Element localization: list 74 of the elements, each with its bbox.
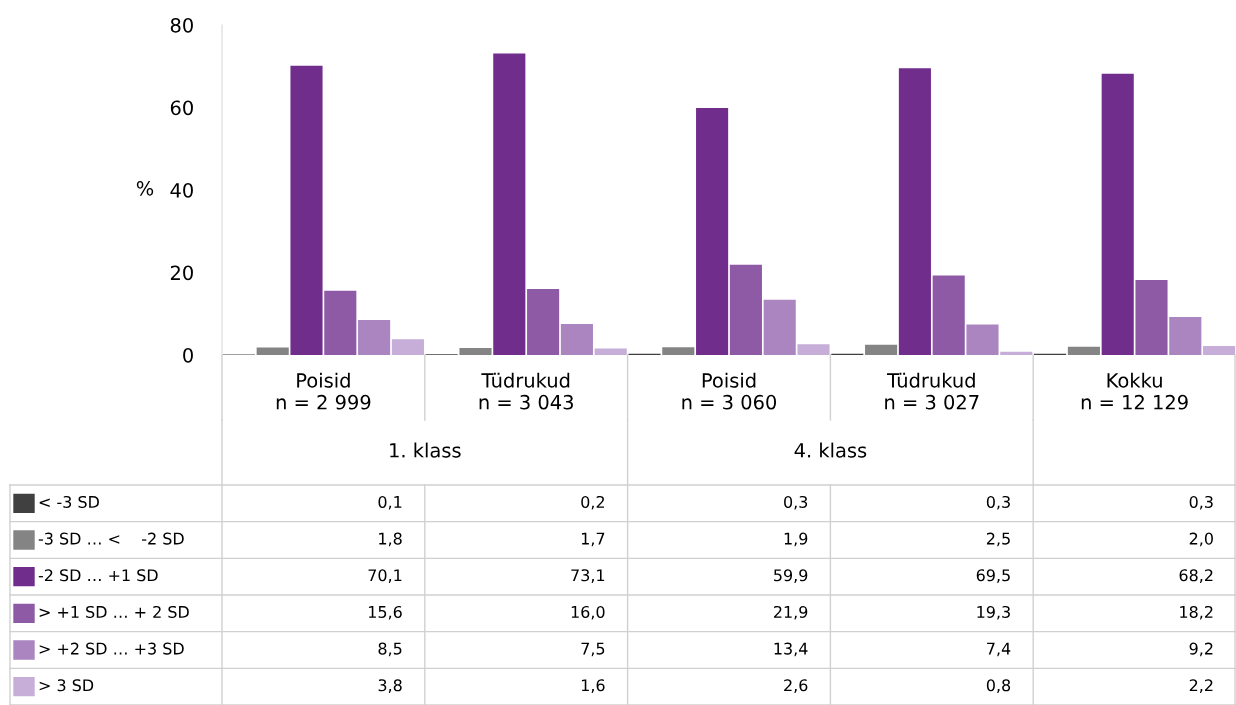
bar (527, 289, 560, 355)
bar (594, 348, 627, 355)
text: 4. klass (794, 442, 867, 458)
data-label: 18,2 (1180, 605, 1213, 620)
data-label: 2,5 (986, 532, 1010, 547)
data-label: 15,6 (368, 605, 402, 620)
x-tick-label: Poisid n = 2 999 (276, 372, 371, 410)
data-label: 2,6 (784, 679, 808, 693)
data-label: 1,7 (581, 532, 605, 547)
data-label: 9,2 (1189, 642, 1213, 657)
bar (1101, 73, 1134, 355)
bar (1203, 345, 1236, 355)
x-tick-label: Poisid n = 3 060 (682, 372, 777, 410)
data-label: 3,8 (378, 679, 402, 693)
y-tick-label: 20 (170, 265, 193, 281)
legend-label: > +1 SD … + 2 SD (39, 605, 189, 618)
data-label: 68,2 (1179, 569, 1213, 583)
bar (290, 65, 323, 355)
data-label: 1,6 (581, 679, 605, 693)
data-label: 1,8 (379, 532, 402, 547)
bar (358, 319, 391, 355)
data-label: 13,4 (774, 642, 808, 657)
x-tick-label: Tüdrukud n = 3 027 (885, 372, 979, 410)
data-label: 0,3 (1189, 495, 1213, 510)
y-tick-label: 60 (170, 100, 193, 116)
bar (1067, 346, 1100, 355)
bar (324, 290, 357, 355)
bar (256, 347, 289, 355)
data-label: 59,9 (774, 569, 808, 583)
data-label: 0,2 (581, 495, 604, 510)
data-label: 73,1 (571, 569, 605, 583)
data-label: 69,5 (976, 569, 1010, 583)
data-label: 7,5 (581, 642, 605, 657)
bar (763, 299, 796, 355)
data-label: 0,1 (378, 495, 402, 510)
bar (696, 107, 729, 355)
data-label: 0,3 (784, 495, 808, 510)
bar (493, 53, 526, 355)
bar (1169, 317, 1202, 355)
bar (797, 344, 830, 355)
data-label: 8,5 (378, 642, 402, 657)
data-label: 19,3 (977, 605, 1010, 620)
legend-label: > +2 SD … +3 SD (39, 642, 184, 655)
data-label: 1,9 (784, 532, 808, 547)
legend-label: -3 SD … < -2 SD (38, 532, 184, 545)
data-label: 0,8 (986, 679, 1011, 693)
legend-label: < -3 SD (39, 495, 99, 508)
y-tick-label: 40 (170, 182, 193, 198)
y-tick-label: 80 (170, 17, 193, 33)
x-tick-label: Kokku n = 12 129 (1081, 372, 1188, 410)
bar (898, 68, 931, 355)
y-tick-label: 0 (183, 347, 193, 363)
x-tick-label: Tüdrukud n = 3 043 (479, 372, 573, 410)
bar (966, 324, 999, 355)
data-label: 16,0 (571, 605, 605, 620)
data-label: 2,0 (1189, 532, 1213, 547)
bar (560, 324, 593, 355)
data-label: 2,2 (1189, 679, 1213, 693)
bar (932, 275, 965, 355)
legend-label: > 3 SD (39, 679, 94, 692)
data-label: 0,3 (986, 495, 1010, 510)
data-label: 70,1 (368, 569, 402, 583)
data-label: 7,4 (987, 642, 1011, 657)
bar (865, 344, 898, 355)
bar (459, 347, 492, 355)
y-axis-title: % (136, 180, 154, 196)
data-label: 21,9 (774, 605, 808, 620)
bar (1000, 351, 1033, 355)
text: 1. klass (390, 442, 461, 458)
bar (1135, 279, 1168, 355)
bar (729, 264, 762, 355)
bar (662, 347, 695, 355)
bar (391, 339, 424, 355)
legend-label: -2 SD … +1 SD (38, 569, 158, 582)
